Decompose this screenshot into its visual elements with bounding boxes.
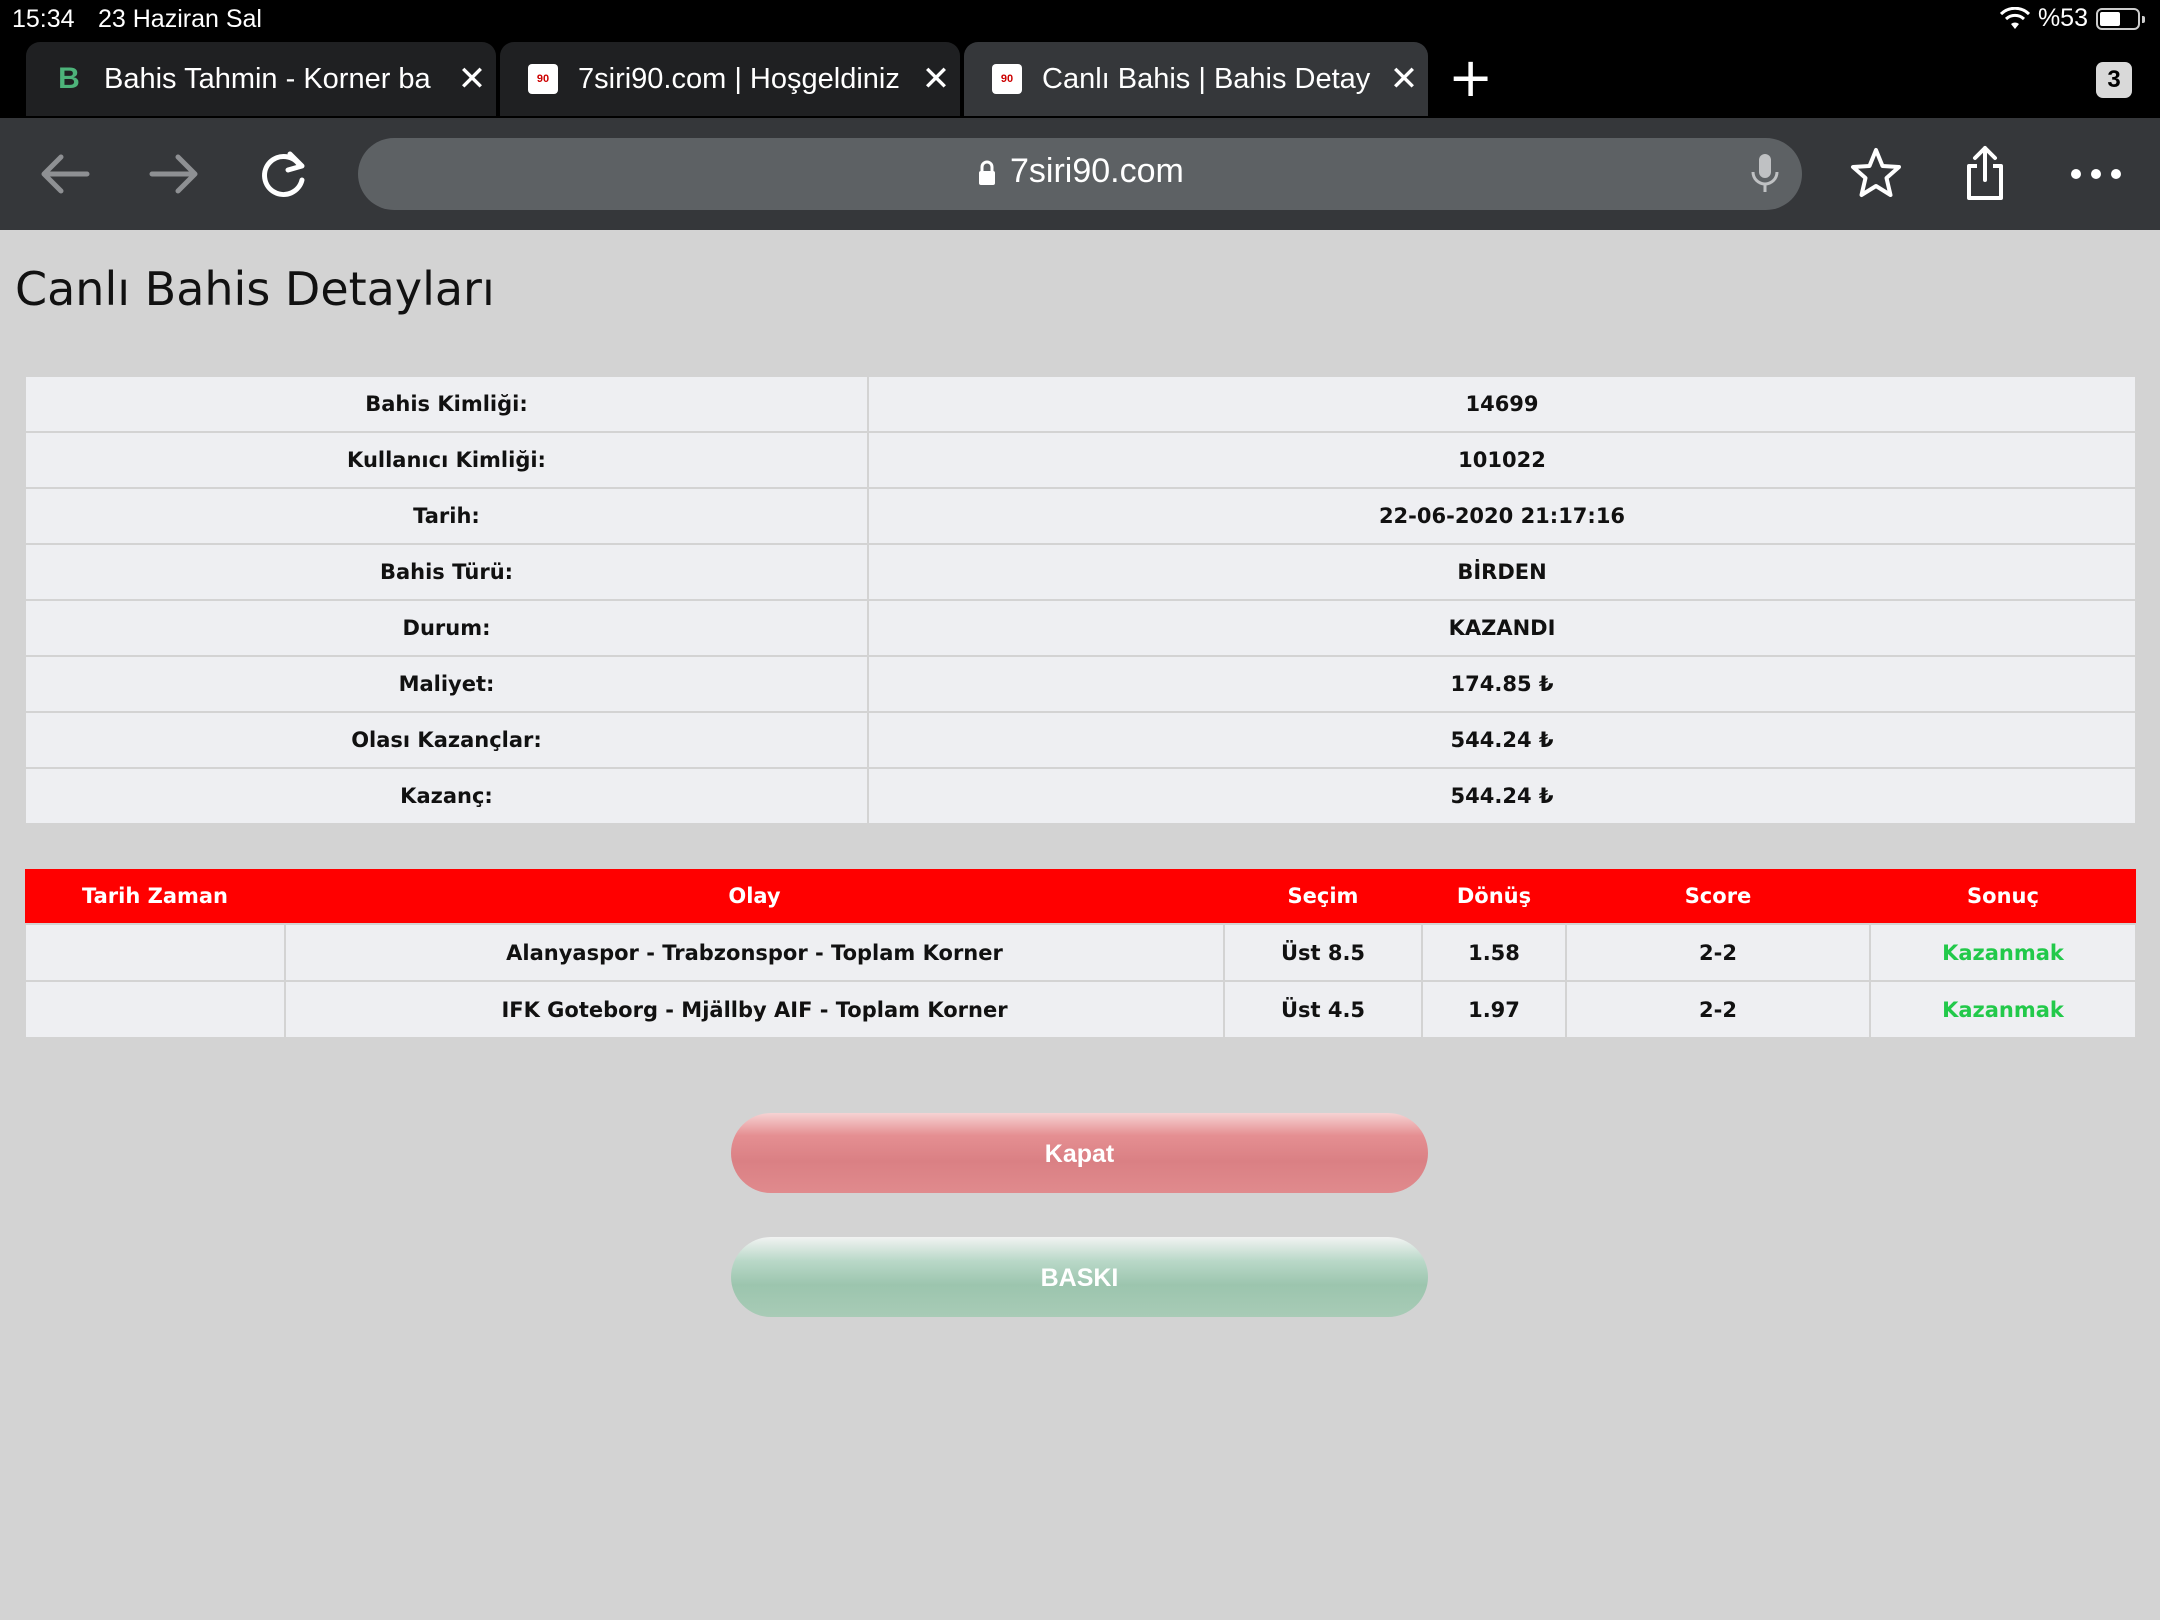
table-row: Olası Kazançlar: 544.24 ₺ (24, 711, 2137, 769)
new-tab-icon[interactable]: + (1448, 46, 1494, 109)
detail-value: KAZANDI (867, 599, 2137, 657)
status-time: 15:34 (12, 5, 75, 33)
star-icon[interactable] (1846, 144, 1906, 204)
tab-count[interactable]: 3 (2096, 62, 2132, 98)
close-icon[interactable]: ✕ (921, 60, 951, 98)
print-button[interactable]: BASKI (731, 1237, 1428, 1317)
close-icon[interactable]: ✕ (1389, 60, 1419, 98)
tab-title: Bahis Tahmin - Korner ba (104, 62, 431, 95)
detail-value: 174.85 ₺ (867, 655, 2137, 713)
detail-value: 14699 (867, 375, 2137, 433)
battery-percent: %53 (2037, 4, 2088, 32)
detail-label: Kullanıcı Kimliği: (24, 431, 869, 489)
table-row: Kullanıcı Kimliği: 101022 (24, 431, 2137, 489)
table-row: Maliyet: 174.85 ₺ (24, 655, 2137, 713)
detail-value: 544.24 ₺ (867, 767, 2137, 825)
site-icon: 90 (992, 64, 1022, 94)
column-header-odds: Dönüş (1422, 869, 1566, 924)
forward-arrow-icon[interactable] (144, 144, 204, 204)
detail-value: 101022 (867, 431, 2137, 489)
detail-label: Kazanç: (24, 767, 869, 825)
detail-label: Tarih: (24, 487, 869, 545)
close-button[interactable]: Kapat (731, 1113, 1428, 1193)
bet-result: Kazanmak (1869, 923, 2137, 982)
status-right: %53 (1999, 4, 2145, 33)
tab-hosgeldiniz[interactable]: 90 7siri90.com | Hoşgeldiniz ✕ (500, 42, 960, 116)
detail-label: Durum: (24, 599, 869, 657)
column-header-datetime: Tarih Zaman (25, 869, 285, 924)
detail-label: Olası Kazançlar: (24, 711, 869, 769)
column-header-event: Olay (285, 869, 1224, 924)
detail-value: 22-06-2020 21:17:16 (867, 487, 2137, 545)
table-row: Kazanç: 544.24 ₺ (24, 767, 2137, 825)
detail-label: Bahis Türü: (24, 543, 869, 601)
tab-canli-bahis[interactable]: 90 Canlı Bahis | Bahis Detay ✕ (964, 42, 1428, 116)
bet-selection: Üst 8.5 (1223, 923, 1423, 982)
bet-selection: Üst 4.5 (1223, 980, 1423, 1039)
column-header-score: Score (1566, 869, 1870, 924)
back-arrow-icon[interactable] (35, 144, 95, 204)
detail-label: Maliyet: (24, 655, 869, 713)
lock-icon (979, 160, 995, 185)
address-bar[interactable]: 7siri90.com (358, 138, 1802, 210)
table-row: Alanyaspor - Trabzonspor - Toplam Korner… (24, 923, 2137, 982)
tab-strip: B Bahis Tahmin - Korner ba ✕ 90 7siri90.… (0, 40, 2160, 118)
table-row: Tarih: 22-06-2020 21:17:16 (24, 487, 2137, 545)
bets-header-row: Tarih Zaman Olay Seçim Dönüş Score Sonuç (25, 869, 2136, 924)
column-header-selection: Seçim (1224, 869, 1422, 924)
green-b-icon: B (58, 62, 80, 95)
detail-value: 544.24 ₺ (867, 711, 2137, 769)
bet-result: Kazanmak (1869, 980, 2137, 1039)
bets-table: Tarih Zaman Olay Seçim Dönüş Score Sonuç… (24, 869, 2137, 1039)
bet-odds: 1.97 (1421, 980, 1567, 1039)
bet-score: 2-2 (1565, 980, 1871, 1039)
detail-value: BİRDEN (867, 543, 2137, 601)
close-icon[interactable]: ✕ (457, 60, 487, 98)
tab-title: 7siri90.com | Hoşgeldiniz (578, 62, 900, 95)
bet-details-table: Bahis Kimliği: 14699 Kullanıcı Kimliği: … (24, 375, 2137, 825)
bet-event: Alanyaspor - Trabzonspor - Toplam Korner (284, 923, 1225, 982)
detail-label: Bahis Kimliği: (24, 375, 869, 433)
table-row: Bahis Türü: BİRDEN (24, 543, 2137, 601)
microphone-icon[interactable] (1750, 152, 1780, 196)
tab-bahis-tahmin[interactable]: B Bahis Tahmin - Korner ba ✕ (26, 42, 496, 116)
page-title: Canlı Bahis Detayları (15, 262, 495, 316)
browser-toolbar: 7siri90.com (0, 118, 2160, 230)
bet-datetime (24, 980, 286, 1039)
status-bar: 15:34 23 Haziran Sal %53 (0, 0, 2160, 40)
wifi-icon (1999, 6, 2030, 29)
more-options-icon[interactable] (2066, 144, 2126, 204)
tab-title: Canlı Bahis | Bahis Detay (1042, 62, 1371, 95)
share-icon[interactable] (1955, 144, 2015, 204)
site-icon: 90 (528, 64, 558, 94)
url-text: 7siri90.com (1010, 152, 1184, 190)
table-row: IFK Goteborg - Mjällby AIF - Toplam Korn… (24, 980, 2137, 1039)
column-header-result: Sonuç (1870, 869, 2136, 924)
reload-icon[interactable] (254, 144, 314, 204)
bet-datetime (24, 923, 286, 982)
bet-event: IFK Goteborg - Mjällby AIF - Toplam Korn… (284, 980, 1225, 1039)
bet-odds: 1.58 (1421, 923, 1567, 982)
status-date: 23 Haziran Sal (98, 5, 262, 33)
table-row: Durum: KAZANDI (24, 599, 2137, 657)
battery-icon (2096, 7, 2145, 30)
table-row: Bahis Kimliği: 14699 (24, 375, 2137, 433)
bet-score: 2-2 (1565, 923, 1871, 982)
